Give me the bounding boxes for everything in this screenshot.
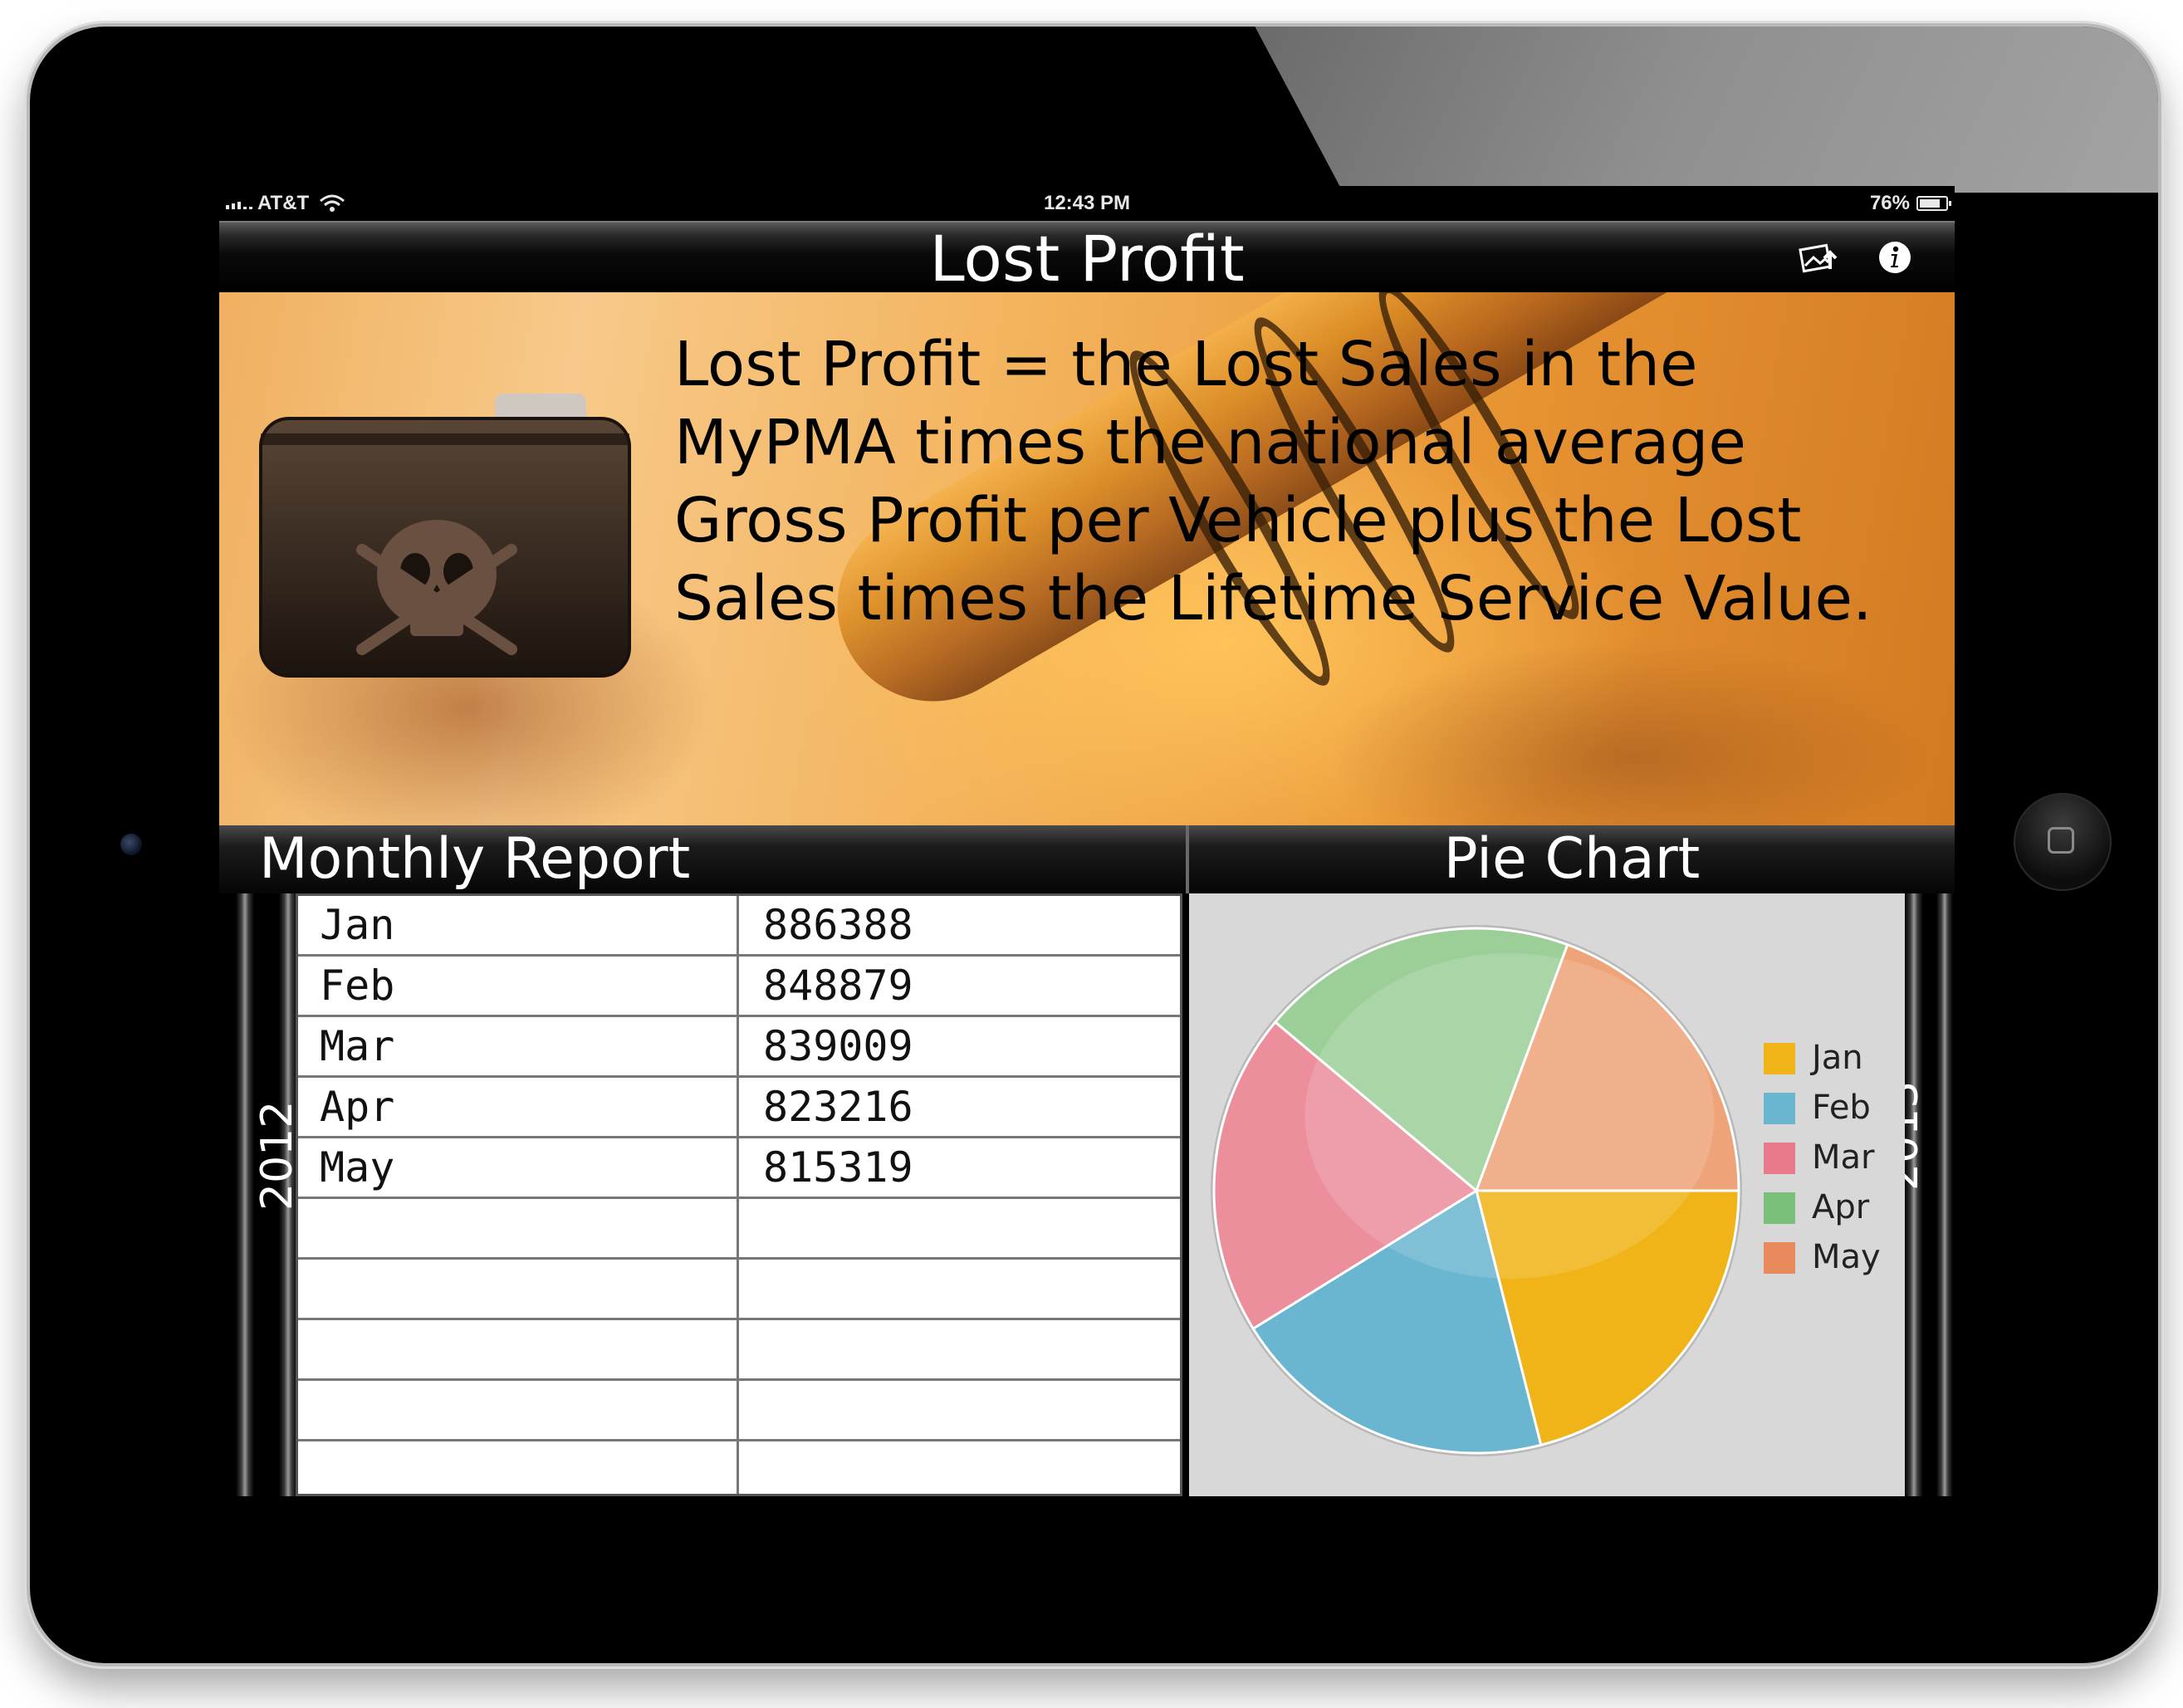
monthly-report-header: Monthly Report (219, 825, 1186, 893)
legend-item: Mar (1764, 1133, 1905, 1182)
header-divider (1186, 825, 1189, 893)
pie-chart[interactable] (1189, 893, 1905, 1496)
legend-label: May (1812, 1238, 1881, 1276)
decorative-rail (236, 893, 254, 1496)
formula-description: Lost Profit = the Lost Sales in the MyPM… (674, 329, 1872, 634)
photo-share-icon[interactable] (1797, 237, 1843, 277)
front-camera (120, 834, 142, 855)
pie-chart-panel: Jan Feb Mar Apr May (1189, 893, 1905, 1496)
table-row[interactable]: Mar 839009 (298, 1017, 1180, 1078)
status-bar: AT&T 12:43 PM 76% (219, 186, 1955, 221)
monthly-report-table[interactable]: Jan 886388 Feb 848879 Mar 839009 Apr 823… (296, 893, 1182, 1496)
carrier-label: AT&T (257, 192, 310, 214)
legend-swatch (1764, 1143, 1795, 1174)
legend-label: Apr (1812, 1188, 1870, 1226)
status-time: 12:43 PM (1043, 192, 1131, 214)
pie-slice-feb[interactable] (1251, 1188, 1543, 1455)
pie-chart-header: Pie Chart (1189, 825, 1955, 893)
battery-icon (1916, 196, 1951, 211)
navigation-bar: Lost Profit (219, 221, 1955, 292)
app-screen: AT&T 12:43 PM 76% Lost Profit (219, 186, 1955, 1496)
home-square-icon (2048, 827, 2074, 854)
legend-item: May (1764, 1232, 1905, 1282)
value-cell: 848879 (763, 962, 913, 1010)
formula-banner: Lost Profit = the Lost Sales in the MyPM… (219, 292, 1955, 825)
page-title: Lost Profit (929, 222, 1245, 296)
table-row[interactable] (298, 1199, 1180, 1260)
legend-label: Feb (1812, 1089, 1871, 1127)
legend-item: Jan (1764, 1033, 1905, 1083)
pie-slice-jan[interactable] (1475, 1189, 1740, 1447)
value-cell: 886388 (763, 901, 913, 949)
year-label-2012: 2012 (252, 1100, 302, 1211)
table-row[interactable] (298, 1381, 1180, 1441)
wifi-icon (320, 194, 345, 212)
table-row[interactable]: Apr 823216 (298, 1078, 1180, 1138)
table-row[interactable] (298, 1320, 1180, 1381)
month-cell: Mar (320, 1022, 395, 1070)
legend-swatch (1764, 1043, 1795, 1074)
legend-swatch (1764, 1093, 1795, 1124)
pie-slice-may[interactable] (1474, 942, 1740, 1192)
table-row[interactable]: May 815319 (298, 1138, 1180, 1199)
table-row[interactable]: Jan 886388 (298, 896, 1180, 957)
pie-slice-mar[interactable] (1212, 1020, 1479, 1331)
table-row[interactable] (298, 1441, 1180, 1496)
legend-item: Feb (1764, 1083, 1905, 1133)
info-icon[interactable] (1872, 237, 1918, 277)
value-cell: 815319 (763, 1143, 913, 1192)
month-cell: Jan (320, 901, 395, 949)
legend-label: Mar (1812, 1138, 1875, 1177)
value-cell: 823216 (763, 1083, 913, 1131)
legend-swatch (1764, 1242, 1795, 1274)
signal-icon (226, 198, 252, 209)
battery-percent: 76% (1869, 192, 1910, 214)
legend-swatch (1764, 1192, 1795, 1224)
decorative-rail (1936, 893, 1953, 1496)
frame-glare (1251, 27, 2158, 193)
legend-item: Apr (1764, 1182, 1905, 1232)
value-cell: 839009 (763, 1022, 913, 1070)
decorative-rail (1905, 893, 1923, 1496)
month-cell: Apr (320, 1083, 395, 1131)
table-row[interactable]: Feb 848879 (298, 957, 1180, 1017)
legend-label: Jan (1812, 1039, 1863, 1077)
pie-gloss (1304, 953, 1715, 1279)
home-button[interactable] (2014, 793, 2112, 891)
column-divider (737, 896, 739, 1494)
pirate-folder-icon (259, 394, 631, 678)
table-row[interactable] (298, 1260, 1180, 1320)
month-cell: Feb (320, 962, 395, 1010)
decorative-rail (279, 893, 297, 1496)
pie-slice-apr[interactable] (1273, 927, 1569, 1193)
month-cell: May (320, 1143, 395, 1192)
